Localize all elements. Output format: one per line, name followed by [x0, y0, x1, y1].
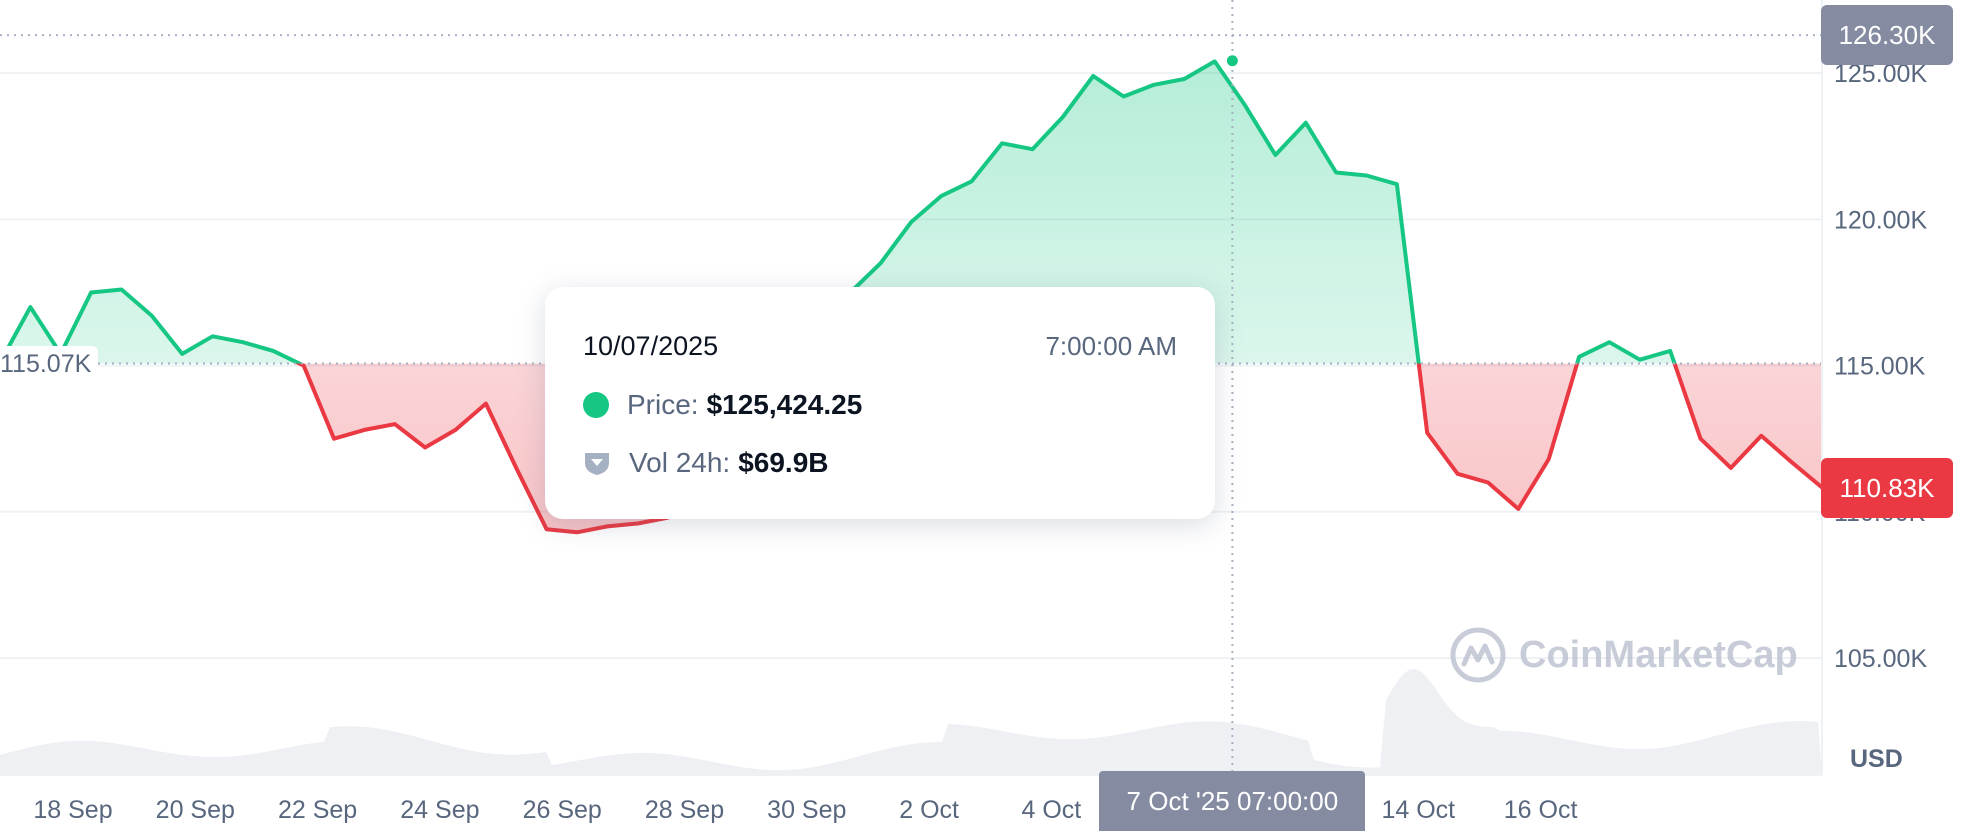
- baseline-label: 115.07K: [0, 345, 98, 382]
- x-tick-label: 20 Sep: [156, 796, 235, 824]
- y-tick-label: 120.00K: [1834, 206, 1927, 234]
- tooltip-volume-row: Vol 24h: $69.9B: [583, 447, 829, 479]
- y-tick-label: 115.00K: [1834, 353, 1926, 381]
- x-tick-label: 18 Sep: [33, 796, 112, 824]
- x-tick-label: 2 Oct: [899, 796, 959, 824]
- x-tick-label: 28 Sep: [645, 796, 724, 824]
- x-axis: 18 Sep 20 Sep 22 Sep 24 Sep 26 Sep 28 Sep 30 S…: [33, 796, 1577, 824]
- x-tick-label: 14 Oct: [1381, 796, 1455, 824]
- price-line-down: [1, 363, 1822, 535]
- y-tick-label: 105.00K: [1834, 645, 1927, 673]
- x-tick-label: 22 Sep: [278, 796, 357, 824]
- tooltip-time: 7:00:00 AM: [1045, 331, 1177, 361]
- tooltip-price-value: $125,424.25: [706, 389, 863, 420]
- x-tick-label: 4 Oct: [1022, 796, 1082, 824]
- area-above-baseline: [0, 61, 1822, 364]
- crosshair-time-label: 7 Oct '25 07:00:00: [1099, 771, 1366, 831]
- price-line-up: [0, 59, 1677, 364]
- hover-point: [1223, 52, 1241, 70]
- price-line: [0, 59, 1822, 535]
- x-tick-label: 16 Oct: [1504, 796, 1578, 824]
- volume-shield-icon: [585, 453, 609, 475]
- coinmarketcap-logo-icon: [1450, 627, 1506, 683]
- tooltip-price-row: Price: $125,424.25: [583, 389, 862, 421]
- tooltip-volume-value: $69.9B: [738, 447, 829, 478]
- coinmarketcap-watermark: CoinMarketCap: [1449, 626, 1798, 684]
- price-tooltip: 10/07/2025 7:00:00 AM Price: $125,424.25…: [545, 287, 1215, 519]
- tooltip-volume-label: Vol 24h:: [629, 447, 731, 478]
- tooltip-date: 10/07/2025: [583, 331, 719, 361]
- x-tick-label: 30 Sep: [767, 796, 846, 824]
- tooltip-price-label: Price:: [627, 389, 699, 420]
- x-tick-label: 24 Sep: [400, 796, 479, 824]
- x-tick-label: 26 Sep: [523, 796, 602, 824]
- volume-area: [0, 669, 1822, 775]
- price-dot-icon: [583, 392, 609, 418]
- current-price-badge: 110.83K: [1821, 457, 1953, 518]
- currency-label: USD: [1850, 745, 1903, 773]
- high-price-badge: 126.30K: [1821, 5, 1953, 66]
- volume-histogram: [0, 669, 1822, 775]
